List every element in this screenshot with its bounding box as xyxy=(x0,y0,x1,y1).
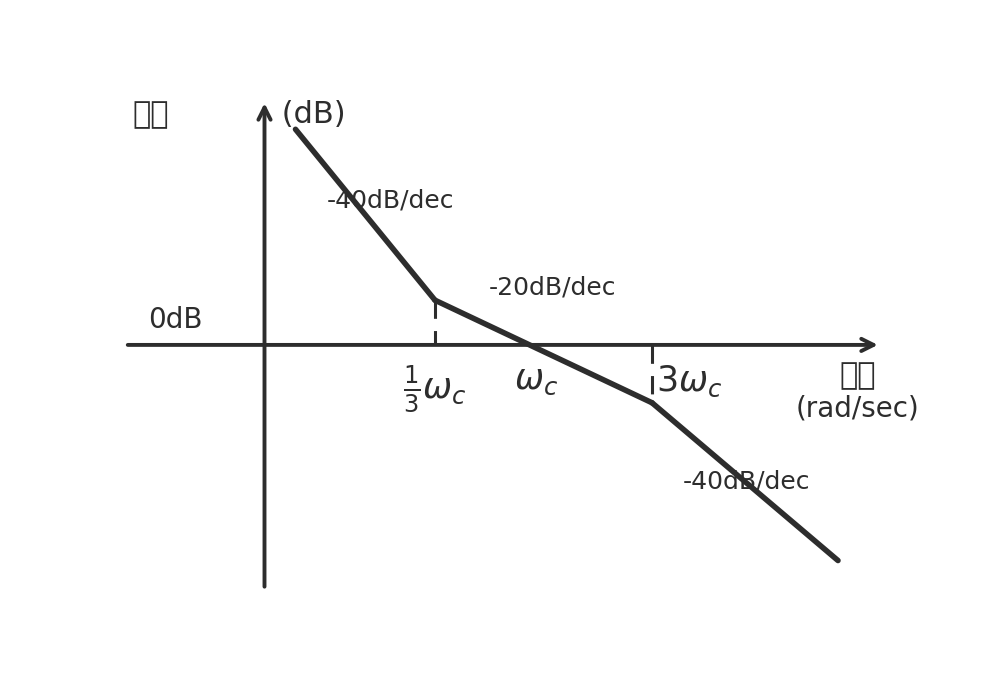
Text: $\omega_c$: $\omega_c$ xyxy=(514,363,558,398)
Text: $\frac{1}{3}\omega_c$: $\frac{1}{3}\omega_c$ xyxy=(403,363,467,414)
Text: (rad/sec): (rad/sec) xyxy=(796,395,919,423)
Text: 0dB: 0dB xyxy=(148,307,203,335)
Text: 强度: 强度 xyxy=(133,100,169,129)
Text: -40dB/dec: -40dB/dec xyxy=(326,189,454,212)
Text: -40dB/dec: -40dB/dec xyxy=(683,470,810,494)
Text: 频率: 频率 xyxy=(839,361,876,390)
Text: -20dB/dec: -20dB/dec xyxy=(489,275,617,299)
Text: (dB): (dB) xyxy=(272,100,346,129)
Text: $3\omega_c$: $3\omega_c$ xyxy=(656,363,722,399)
